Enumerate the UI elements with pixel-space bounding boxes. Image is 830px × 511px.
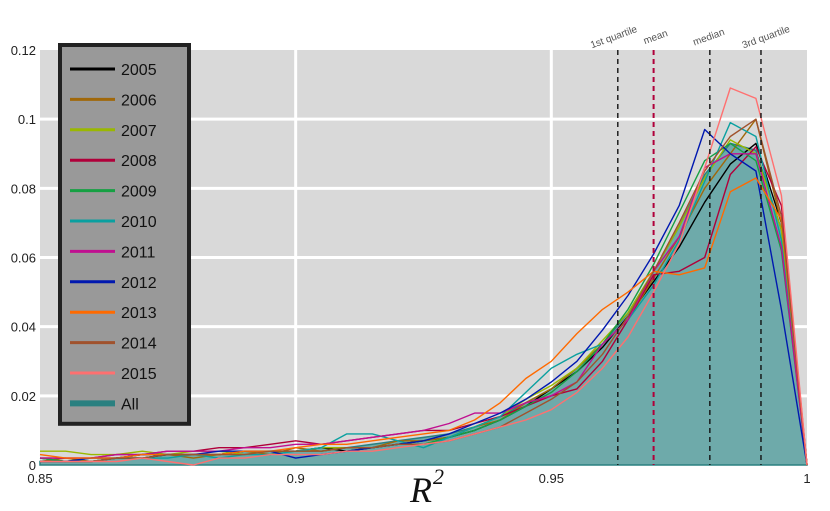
x-axis-label-superscript: 2 [433,464,444,489]
legend-label-all: All [121,396,139,413]
legend-label-2006: 2006 [121,92,157,109]
legend-label-2014: 2014 [121,336,157,353]
axis-layer: 0 0.02 0.04 0.06 0.08 0.1 0.12 0.85 0.9 0.95 1 [11,43,811,486]
legend-label-2005: 2005 [121,62,157,79]
y-tick-label-0: 0 [29,458,36,473]
y-tick-label-0-12: 0.12 [11,43,36,58]
y-tick-label-0-04: 0.04 [11,320,36,335]
legend-label-2010: 2010 [121,214,157,231]
series-line-2015 [40,87,808,466]
x-tick-label-0-9: 0.9 [287,471,305,486]
legend: 2005 2006 2007 2008 2009 2010 2011 2012 2013 2014… [58,43,191,426]
x-tick-label-0-95: 0.95 [539,471,564,486]
legend-label-2011: 2011 [121,244,156,261]
x-axis-label: R [409,470,432,510]
vline-label-mean: mean [642,28,669,47]
legend-label-2015: 2015 [121,366,157,383]
legend-label-2013: 2013 [121,305,157,322]
series-line-2010 [40,121,808,466]
y-tick-label-0-06: 0.06 [11,251,36,266]
y-tick-label-0-1: 0.1 [18,112,36,127]
vline-label-median: median [692,27,727,49]
y-tick-label-0-08: 0.08 [11,181,36,196]
legend-label-2007: 2007 [121,123,157,140]
legend-label-2009: 2009 [121,184,157,201]
legend-box [58,43,191,426]
x-tick-label-1: 1 [803,471,810,486]
vline-label-1st-quartile: 1st quartile [589,24,639,51]
x-tick-label-0-85: 0.85 [27,471,52,486]
y-tick-label-0-02: 0.02 [11,389,36,404]
vline-label-3rd-quartile: 3rd quartile [741,24,792,52]
legend-label-2008: 2008 [121,153,157,170]
legend-label-2012: 2012 [121,275,157,292]
series-layer [39,87,808,466]
series-line-2011 [40,153,808,466]
